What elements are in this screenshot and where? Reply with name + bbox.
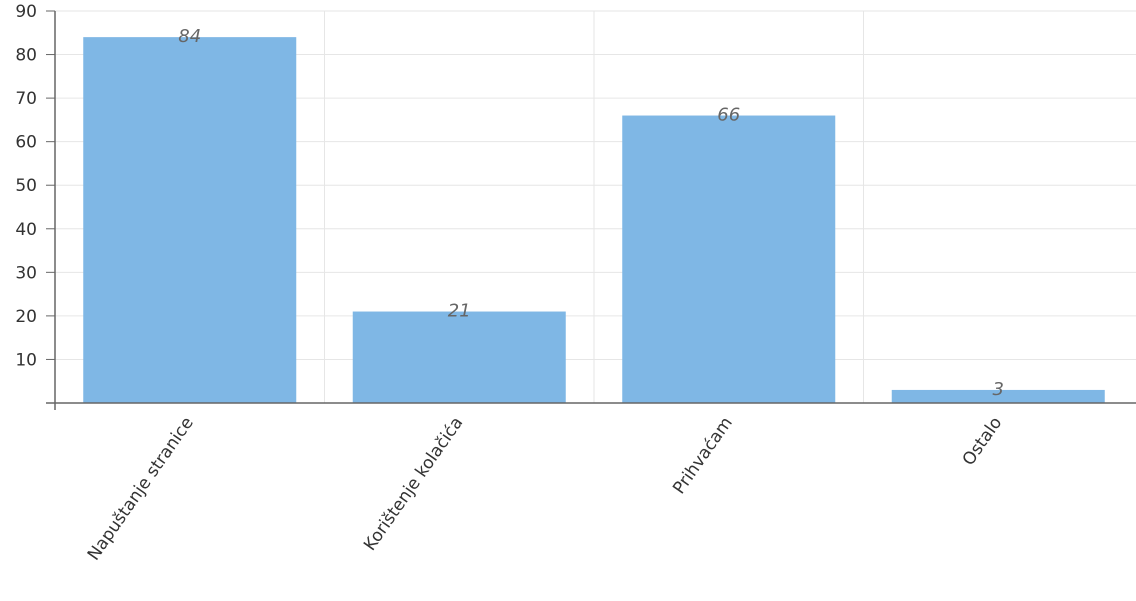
x-axis-category-labels: Napuštanje stranice Korištenje kolačića Pr…: [84, 413, 1007, 564]
data-label: 3: [993, 379, 1004, 400]
category-label: Korištenje kolačića: [360, 413, 467, 554]
y-tick-label: 90: [15, 2, 37, 22]
y-tick-label: 30: [15, 263, 37, 283]
bar: [83, 37, 297, 404]
axes: [46, 10, 1136, 410]
y-tick-label: 80: [15, 46, 37, 66]
bar: [352, 311, 566, 403]
data-label: 66: [717, 105, 740, 126]
bars: [83, 37, 1105, 404]
category-label: Ostalo: [959, 413, 1007, 469]
bar: [622, 115, 836, 404]
y-tick-label: 20: [15, 307, 37, 327]
category-label: Prihvaćam: [669, 413, 737, 498]
y-tick-label: 40: [15, 220, 37, 240]
y-tick-label: 70: [15, 89, 37, 109]
y-tick-label: 10: [15, 350, 37, 370]
data-label: 21: [448, 301, 471, 322]
y-axis-tick-labels: 10 20 30 40 50 60 70 80 90: [15, 2, 37, 370]
bar: [891, 389, 1105, 403]
y-tick-label: 60: [15, 133, 37, 153]
data-labels: 84 21 66 3: [178, 26, 1004, 400]
data-label: 84: [178, 26, 201, 47]
category-label: Napuštanje stranice: [84, 413, 198, 564]
y-tick-label: 50: [15, 176, 37, 196]
